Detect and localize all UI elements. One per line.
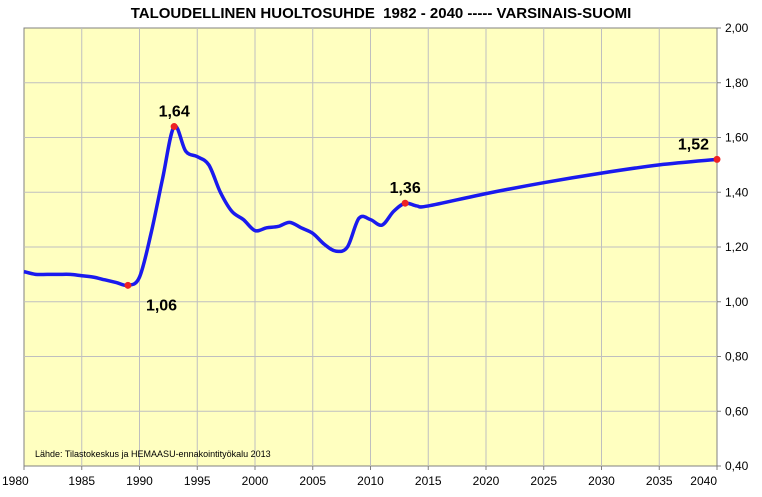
x-tick-label: 2025 [530,474,557,488]
x-tick-label: 1995 [184,474,211,488]
x-tick-label: 2035 [646,474,673,488]
data-label: 1,06 [146,297,177,314]
data-labels: 1,06 1,64 1,36 1,52 [146,104,709,315]
data-markers [124,123,721,289]
x-tick-label: 1990 [126,474,153,488]
chart-title: TALOUDELLINEN HUOLTOSUHDE 1982 - 2040 --… [130,5,632,22]
y-tick-label: 0,40 [725,459,749,473]
data-point-marker [713,155,721,163]
data-point-marker [124,281,132,289]
x-tick-label: 2005 [299,474,326,488]
y-tick-label: 1,60 [725,131,749,145]
x-tick-label: 2010 [357,474,384,488]
data-point-marker [170,123,178,131]
x-tick-label: 1980 [2,474,29,488]
x-tick-label: 2020 [473,474,500,488]
x-tick-label: 2015 [415,474,442,488]
source-note: Lähde: Tilastokeskus ja HEMAASU-ennakoin… [35,449,271,459]
x-tick-label: 2030 [588,474,615,488]
data-point-marker [401,199,409,207]
data-label: 1,36 [390,180,421,197]
data-label: 1,64 [159,104,190,121]
y-tick-label: 1,00 [725,295,749,309]
x-axis: 1980 1985 1990 1995 2000 2005 2010 2015 2020 2025… [2,466,718,488]
x-tick-label: 2040 [690,474,717,488]
y-tick-label: 1,40 [725,185,749,199]
gridlines [24,28,717,466]
y-tick-label: 2,00 [725,21,749,35]
y-tick-label: 0,80 [725,350,749,364]
y-axis: 0,40 0,60 0,80 1,00 1,20 1,40 1,60 1,80 2,00 [717,21,749,473]
y-tick-label: 0,60 [725,404,749,418]
x-tick-label: 1985 [68,474,95,488]
y-tick-label: 1,80 [725,76,749,90]
y-tick-label: 1,20 [725,240,749,254]
data-label: 1,52 [678,136,709,153]
x-tick-label: 2000 [242,474,269,488]
